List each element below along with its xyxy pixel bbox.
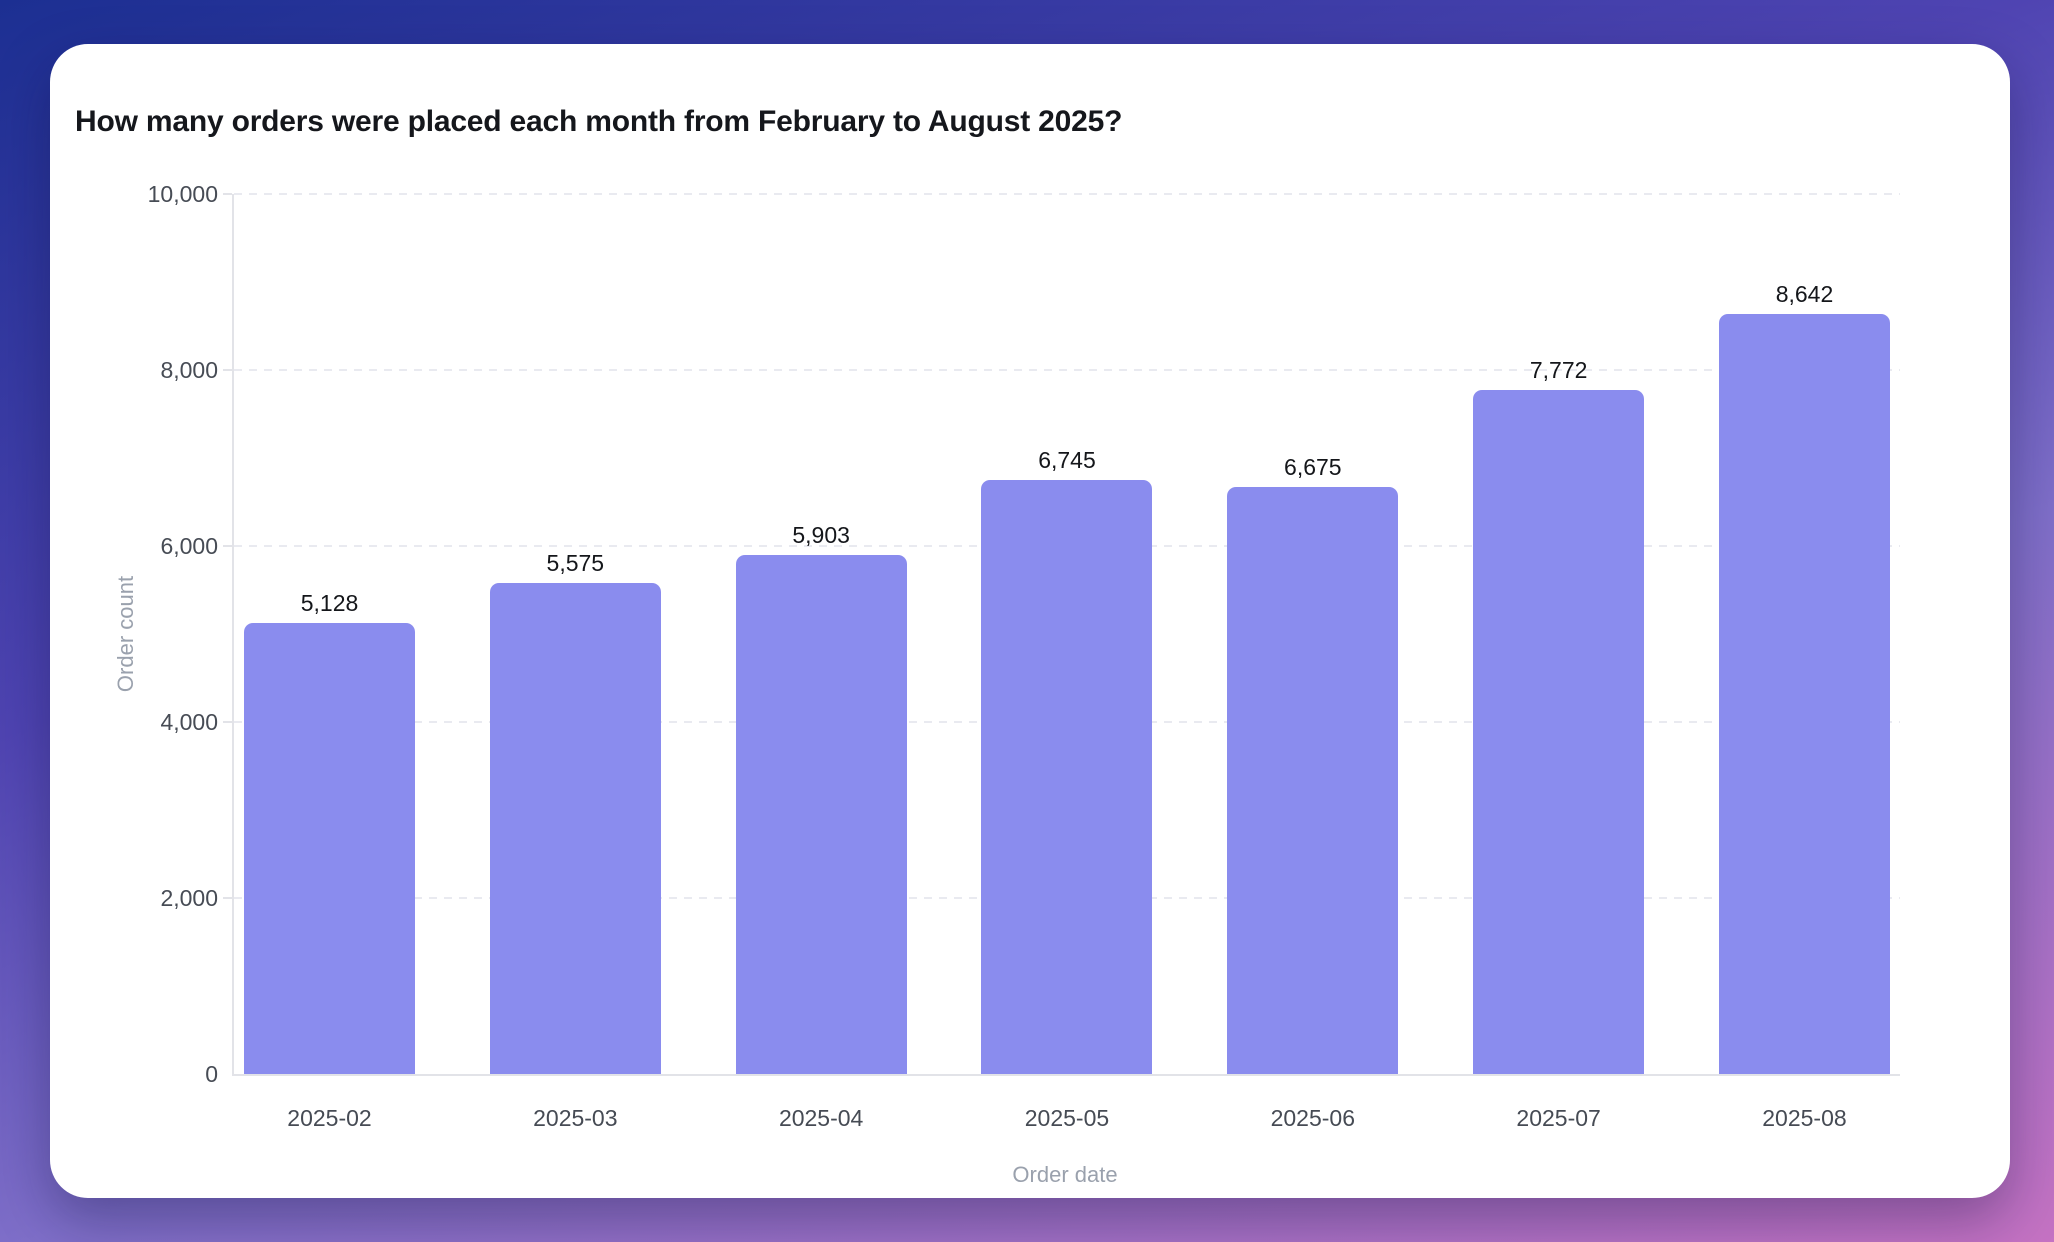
x-tick-label-2025-08: 2025-08 [1762,1105,1847,1131]
plot-area: 5,128 5,575 5,903 6,745 6,675 7,772 8,642 2025… [223,193,1900,1131]
y-tickmark-8000 [223,369,232,371]
bar-value-label-2025-02: 5,128 [300,590,359,616]
bar-value-label-2025-06: 6,675 [1284,454,1342,480]
x-tick-label-2025-02: 2025-02 [287,1105,372,1131]
bar-2025-08[interactable]: 8,642 [1718,281,1890,1074]
x-tick-label-2025-06: 2025-06 [1270,1105,1356,1131]
x-tick-label-2025-05: 2025-05 [1024,1105,1110,1131]
y-tick-label-2000: 2,000 [160,885,218,911]
bar-2025-04[interactable]: 5,903 [735,522,907,1074]
y-tick-label-0: 0 [205,1061,218,1087]
bar-2025-06[interactable]: 6,675 [1227,454,1399,1074]
y-tickmark-6000 [223,545,232,547]
bar-value-label-2025-07: 7,772 [1529,357,1588,383]
y-tick-label-10000: 10,000 [147,181,218,207]
bar-2025-05[interactable]: 6,745 [981,447,1153,1074]
bar-value-label-2025-05: 6,745 [1038,447,1096,473]
y-tickmark-2000 [223,897,232,899]
y-tick-label-6000: 6,000 [160,533,218,559]
x-tick-label-2025-03: 2025-03 [533,1105,618,1131]
y-tickmark-4000 [223,721,232,723]
chart-title: How many orders were placed each month f… [75,105,1123,138]
y-tickmark-10000 [223,193,232,195]
y-tick-label-8000: 8,000 [160,357,218,383]
x-tick-labels: 2025-02 2025-03 2025-04 2025-05 2025-06 2025-… [244,1104,1890,1132]
gridline-8000 [234,369,1900,371]
bar-2025-02[interactable]: 5,128 [244,590,415,1074]
bar-value-label-2025-04: 5,903 [792,522,850,548]
bar-2025-07[interactable]: 7,772 [1473,357,1645,1074]
x-tick-label-2025-04: 2025-04 [778,1105,864,1131]
y-tick-label-4000: 4,000 [160,709,218,735]
bars-row: 5,128 5,575 5,903 6,745 6,675 7,772 8,642 [244,194,1890,1074]
bar-2025-03[interactable]: 5,575 [489,550,661,1074]
gridline-10000 [234,193,1900,195]
x-tick-label-2025-07: 2025-07 [1516,1105,1601,1131]
y-tick-labels: 0 2,000 4,000 6,000 8,000 10,000 [50,181,218,1087]
chart-card: How many orders were placed each month f… [50,44,2010,1198]
bar-value-label-2025-03: 5,575 [546,550,605,576]
bar-value-label-2025-08: 8,642 [1775,281,1834,307]
x-axis-title: Order date [1012,1162,1118,1187]
